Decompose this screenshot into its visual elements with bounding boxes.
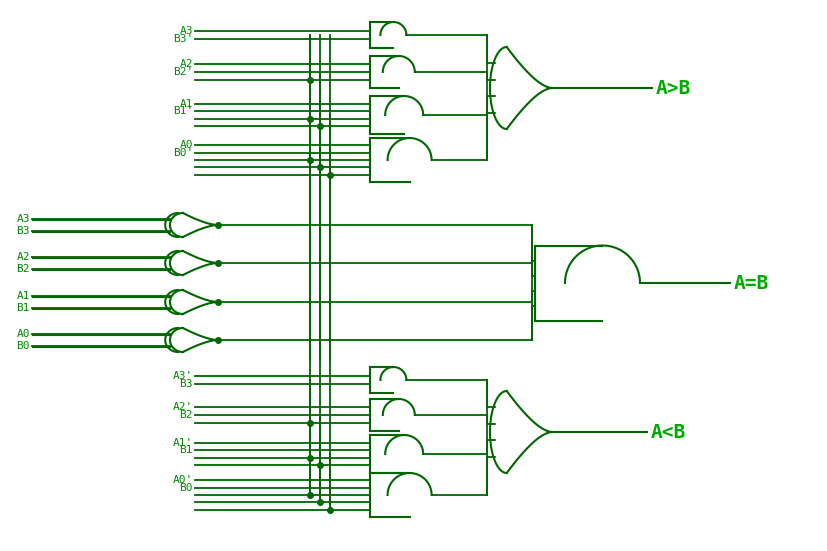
Text: A>B: A>B	[655, 78, 691, 98]
Text: B3: B3	[17, 226, 30, 236]
Text: A3: A3	[179, 26, 193, 36]
Text: B2': B2'	[173, 67, 193, 77]
Text: B3': B3'	[173, 34, 193, 44]
Text: B2: B2	[179, 410, 193, 420]
Text: A3: A3	[17, 214, 30, 224]
Text: A0: A0	[179, 141, 193, 150]
Text: A0': A0'	[173, 476, 193, 485]
Text: B1: B1	[17, 303, 30, 313]
Text: B1': B1'	[173, 106, 193, 116]
Text: B0: B0	[179, 483, 193, 493]
Text: A1: A1	[17, 291, 30, 301]
Text: B0: B0	[17, 341, 30, 351]
Text: A2: A2	[179, 59, 193, 69]
Text: B2: B2	[17, 264, 30, 274]
Text: B0': B0'	[173, 148, 193, 158]
Text: A3': A3'	[173, 371, 193, 381]
Text: A1': A1'	[173, 437, 193, 447]
Text: A2': A2'	[173, 402, 193, 412]
Text: A=B: A=B	[733, 273, 768, 293]
Text: A1: A1	[179, 99, 193, 109]
Text: B1: B1	[179, 445, 193, 455]
Text: A2: A2	[17, 252, 30, 262]
Text: A0: A0	[17, 329, 30, 339]
Text: B3: B3	[179, 379, 193, 390]
Text: A<B: A<B	[650, 423, 686, 441]
